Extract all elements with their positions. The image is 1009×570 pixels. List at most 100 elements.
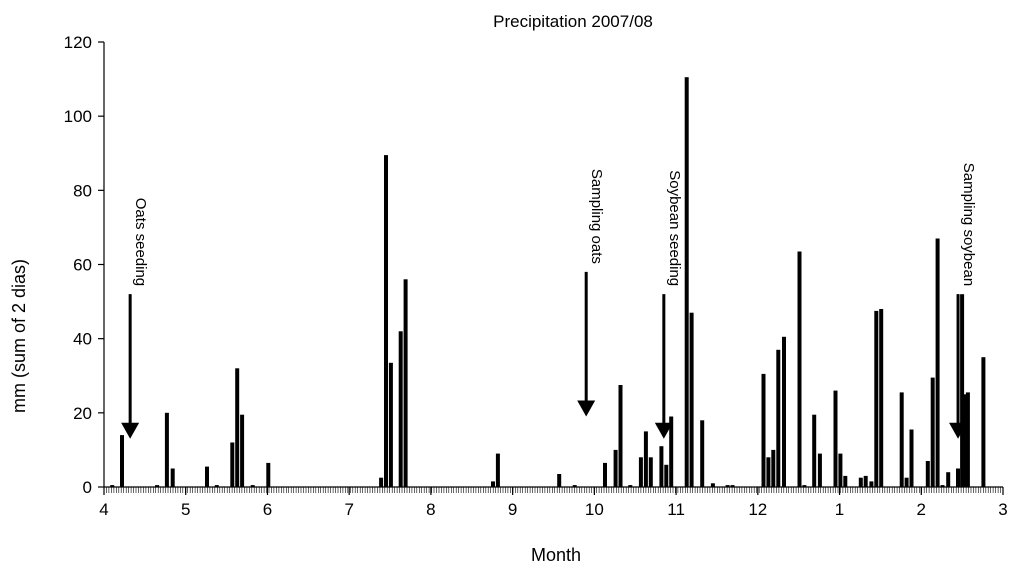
bar-1 bbox=[120, 435, 124, 487]
bar-51 bbox=[869, 481, 874, 487]
annotation-arrow-head-3 bbox=[949, 422, 968, 439]
bar-27 bbox=[648, 457, 653, 487]
bar-22 bbox=[613, 449, 618, 487]
annotation-label-2: Soybean seeding bbox=[666, 170, 683, 286]
bar-54 bbox=[899, 392, 904, 487]
y-tick-label-1: 20 bbox=[73, 404, 92, 423]
bar-5 bbox=[205, 466, 209, 487]
bar-42 bbox=[797, 251, 802, 487]
bar-3 bbox=[164, 412, 169, 487]
y-axis-label: mm (sum of 2 dias) bbox=[9, 259, 29, 413]
x-tick-label-0: 4 bbox=[99, 500, 108, 519]
bar-25 bbox=[638, 457, 643, 487]
y-tick-label-2: 40 bbox=[73, 330, 92, 349]
x-tick-label-2: 6 bbox=[263, 500, 272, 519]
bar-0 bbox=[110, 485, 115, 487]
bar-14 bbox=[388, 362, 393, 487]
bar-23 bbox=[618, 385, 623, 487]
y-tick-label-3: 60 bbox=[73, 256, 92, 275]
bar-61 bbox=[946, 472, 951, 487]
bar-17 bbox=[491, 481, 495, 487]
bar-2 bbox=[155, 485, 160, 487]
bar-43 bbox=[802, 485, 807, 487]
bar-40 bbox=[776, 349, 781, 487]
bar-58 bbox=[930, 377, 935, 487]
bar-20 bbox=[572, 485, 577, 487]
bar-64 bbox=[962, 394, 967, 487]
x-tick-label-6: 10 bbox=[585, 500, 604, 519]
annotation-label-0: Oats seeding bbox=[132, 198, 149, 286]
bar-15 bbox=[398, 331, 403, 488]
bar-56 bbox=[909, 429, 914, 487]
y-tick-label-6: 120 bbox=[64, 33, 92, 52]
bar-13 bbox=[384, 155, 388, 487]
bar-9 bbox=[240, 414, 245, 487]
annotation-arrow-head-0 bbox=[121, 422, 140, 439]
bar-36 bbox=[730, 485, 735, 487]
bar-55 bbox=[904, 477, 909, 487]
annotation-arrow-head-2 bbox=[654, 422, 673, 439]
bar-21 bbox=[603, 462, 607, 487]
bar-37 bbox=[761, 373, 766, 487]
x-tick-label-1: 5 bbox=[181, 500, 190, 519]
bar-66 bbox=[981, 357, 986, 487]
bar-16 bbox=[403, 279, 408, 487]
bar-53 bbox=[879, 309, 884, 487]
x-tick-label-10: 2 bbox=[917, 500, 926, 519]
bar-57 bbox=[925, 461, 930, 487]
bar-46 bbox=[833, 390, 838, 487]
bar-8 bbox=[235, 368, 240, 487]
x-axis-label: Month bbox=[531, 545, 581, 565]
bar-29 bbox=[664, 464, 669, 488]
bar-63 bbox=[960, 294, 965, 487]
bar-65 bbox=[965, 392, 970, 487]
bar-39 bbox=[771, 449, 776, 487]
bar-18 bbox=[495, 453, 500, 487]
bar-19 bbox=[557, 474, 562, 487]
x-tick-label-8: 12 bbox=[748, 500, 767, 519]
bar-10 bbox=[250, 485, 255, 487]
bar-50 bbox=[863, 475, 868, 487]
annotations-layer: Oats seeding Sampling oats Soybean seeding… bbox=[121, 163, 977, 439]
x-tick-label-11: 3 bbox=[998, 500, 1007, 519]
bar-26 bbox=[643, 431, 648, 487]
bar-62 bbox=[956, 468, 960, 487]
bar-4 bbox=[170, 468, 175, 487]
y-tick-label-5: 100 bbox=[64, 107, 92, 126]
bar-49 bbox=[858, 477, 863, 487]
x-tick-label-5: 9 bbox=[508, 500, 517, 519]
chart-title: Precipitation 2007/08 bbox=[493, 12, 653, 31]
bar-45 bbox=[817, 453, 822, 487]
x-tick-label-7: 11 bbox=[667, 500, 685, 519]
bar-12 bbox=[379, 477, 384, 487]
bar-34 bbox=[710, 483, 715, 487]
bar-52 bbox=[874, 310, 879, 487]
bar-48 bbox=[843, 475, 848, 487]
y-tick-label-0: 0 bbox=[83, 478, 92, 497]
bar-38 bbox=[766, 457, 771, 487]
bar-59 bbox=[935, 238, 940, 487]
bar-35 bbox=[725, 485, 730, 487]
bar-24 bbox=[628, 485, 633, 487]
bar-44 bbox=[812, 414, 817, 487]
bar-7 bbox=[230, 442, 235, 487]
bar-32 bbox=[689, 312, 694, 487]
bar-6 bbox=[214, 485, 219, 487]
x-tick-label-4: 8 bbox=[426, 500, 435, 519]
x-tick-label-9: 1 bbox=[835, 500, 844, 519]
bar-60 bbox=[940, 485, 945, 487]
annotation-label-3: Sampling soybean bbox=[960, 163, 977, 286]
bar-47 bbox=[838, 453, 843, 487]
x-tick-label-3: 7 bbox=[344, 500, 353, 519]
annotation-arrow-head-1 bbox=[577, 400, 596, 417]
y-tick-label-4: 80 bbox=[73, 181, 92, 200]
bars-layer bbox=[110, 77, 986, 488]
annotation-label-1: Sampling oats bbox=[588, 169, 605, 264]
bar-31 bbox=[684, 77, 689, 487]
bar-28 bbox=[659, 446, 664, 487]
bar-11 bbox=[266, 462, 271, 487]
bar-41 bbox=[782, 336, 786, 487]
